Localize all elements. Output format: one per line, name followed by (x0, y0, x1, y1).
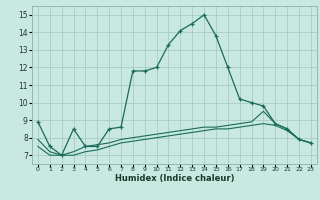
X-axis label: Humidex (Indice chaleur): Humidex (Indice chaleur) (115, 174, 234, 183)
